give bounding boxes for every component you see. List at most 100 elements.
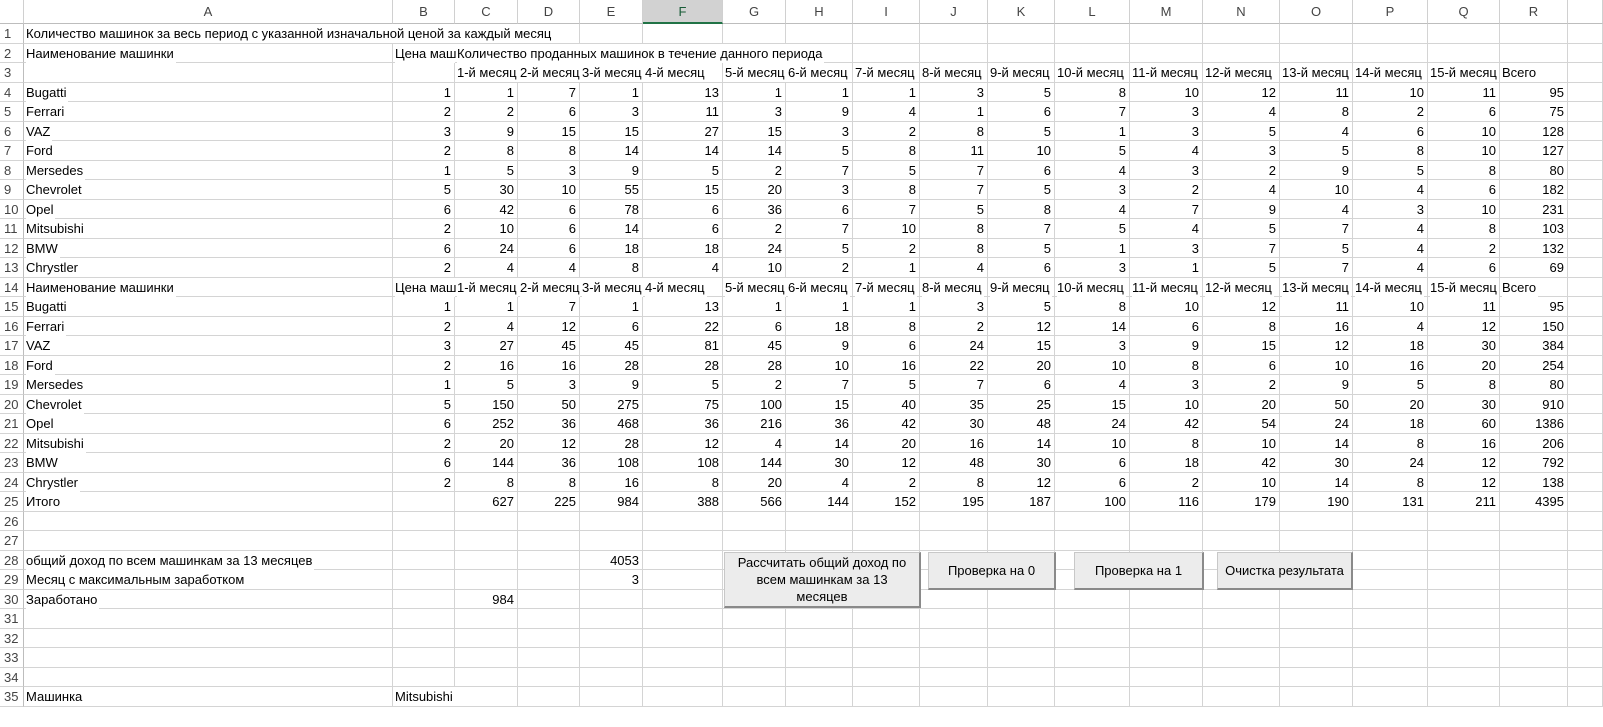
cell[interactable]: Ferrari bbox=[24, 102, 393, 122]
cell[interactable]: 42 bbox=[1203, 453, 1280, 473]
cell[interactable]: 4 bbox=[920, 258, 988, 278]
cell[interactable]: 2-й месяц bbox=[518, 277, 582, 297]
cell[interactable]: Количество проданных машинок в течение д… bbox=[455, 43, 825, 63]
cell[interactable]: 3 bbox=[1130, 121, 1203, 141]
cell[interactable] bbox=[393, 511, 455, 531]
cell[interactable]: 7 bbox=[920, 180, 988, 200]
cell[interactable] bbox=[1428, 511, 1500, 531]
cell[interactable]: 2 bbox=[1428, 238, 1500, 258]
cell[interactable] bbox=[988, 687, 1055, 707]
cell[interactable]: Цена маш bbox=[393, 43, 459, 63]
cell[interactable] bbox=[853, 628, 920, 648]
cell[interactable]: 1 bbox=[455, 82, 518, 102]
cell[interactable] bbox=[988, 609, 1055, 629]
column-header[interactable]: L bbox=[1055, 0, 1130, 24]
cell[interactable]: 10 bbox=[1280, 180, 1353, 200]
cell[interactable] bbox=[1055, 667, 1130, 687]
cell[interactable]: 1 bbox=[920, 102, 988, 122]
cell[interactable] bbox=[1500, 511, 1568, 531]
cell[interactable] bbox=[1568, 141, 1603, 161]
cell[interactable]: 2 bbox=[393, 219, 455, 239]
cell[interactable]: 7 bbox=[786, 219, 853, 239]
cell[interactable] bbox=[1203, 511, 1280, 531]
cell[interactable] bbox=[1500, 609, 1568, 629]
cell[interactable]: 18 bbox=[1130, 453, 1203, 473]
cell[interactable]: 7 bbox=[1055, 102, 1130, 122]
cell[interactable] bbox=[1353, 648, 1428, 668]
cell[interactable]: 2 bbox=[1130, 472, 1203, 492]
cell[interactable]: 8 bbox=[1353, 433, 1428, 453]
cell[interactable]: 792 bbox=[1500, 453, 1568, 473]
cell[interactable] bbox=[920, 667, 988, 687]
cell[interactable] bbox=[518, 687, 580, 707]
cell[interactable]: 5 bbox=[920, 199, 988, 219]
cell[interactable] bbox=[1568, 160, 1603, 180]
cell[interactable] bbox=[1428, 43, 1500, 63]
cell[interactable] bbox=[1568, 238, 1603, 258]
cell[interactable] bbox=[1130, 24, 1203, 44]
cell[interactable] bbox=[1568, 511, 1603, 531]
cell[interactable]: 9 bbox=[455, 121, 518, 141]
row-header[interactable]: 31 bbox=[0, 609, 24, 629]
cell[interactable] bbox=[580, 511, 643, 531]
cell[interactable]: 1 bbox=[786, 82, 853, 102]
cell[interactable]: 27 bbox=[455, 336, 518, 356]
cell[interactable] bbox=[723, 511, 786, 531]
cell[interactable] bbox=[518, 667, 580, 687]
cell[interactable]: 18 bbox=[1353, 414, 1428, 434]
cell[interactable] bbox=[853, 43, 920, 63]
cell[interactable]: 1 bbox=[393, 82, 455, 102]
cell[interactable]: 28 bbox=[643, 355, 723, 375]
cell[interactable]: 42 bbox=[1130, 414, 1203, 434]
cell[interactable]: 24 bbox=[1353, 453, 1428, 473]
cell[interactable]: 2 bbox=[393, 141, 455, 161]
cell[interactable]: 8 bbox=[1353, 472, 1428, 492]
cell[interactable]: 3 bbox=[518, 160, 580, 180]
cell[interactable] bbox=[24, 511, 393, 531]
cell[interactable] bbox=[1280, 43, 1353, 63]
cell[interactable]: 9 bbox=[1280, 375, 1353, 395]
cell[interactable] bbox=[786, 24, 853, 44]
cell[interactable]: Итого bbox=[24, 492, 393, 512]
cell[interactable] bbox=[1130, 648, 1203, 668]
cell[interactable]: 4 bbox=[1055, 199, 1130, 219]
cell[interactable] bbox=[1500, 531, 1568, 551]
cell[interactable]: 6 bbox=[988, 258, 1055, 278]
cell[interactable]: 2 bbox=[393, 433, 455, 453]
cell[interactable] bbox=[1500, 667, 1568, 687]
cell[interactable]: 27 bbox=[643, 121, 723, 141]
cell[interactable]: 6 bbox=[580, 316, 643, 336]
cell[interactable]: BMW bbox=[24, 453, 393, 473]
cell[interactable]: 13 bbox=[643, 297, 723, 317]
cell[interactable]: 20 bbox=[1428, 355, 1500, 375]
cell[interactable] bbox=[1568, 667, 1603, 687]
cell[interactable]: 16 bbox=[580, 472, 643, 492]
cell[interactable]: 4 bbox=[1055, 160, 1130, 180]
cell[interactable]: 30 bbox=[1428, 394, 1500, 414]
cell[interactable]: 6 bbox=[786, 199, 853, 219]
cell[interactable] bbox=[393, 628, 455, 648]
cell[interactable] bbox=[1203, 687, 1280, 707]
cell[interactable] bbox=[1500, 687, 1568, 707]
cell[interactable]: 7 bbox=[1203, 238, 1280, 258]
cell[interactable]: 12-й месяц bbox=[1203, 63, 1280, 83]
cell[interactable] bbox=[1568, 453, 1603, 473]
cell[interactable]: 5 bbox=[988, 238, 1055, 258]
cell[interactable]: 4-й месяц bbox=[643, 277, 723, 297]
cell[interactable]: 16 bbox=[1428, 433, 1500, 453]
cell[interactable]: 9 bbox=[1130, 336, 1203, 356]
cell[interactable]: 9-й месяц bbox=[988, 63, 1055, 83]
cell[interactable] bbox=[1353, 550, 1428, 570]
cell[interactable]: 95 bbox=[1500, 82, 1568, 102]
cell[interactable]: Цена маш bbox=[393, 277, 459, 297]
cell[interactable] bbox=[393, 492, 455, 512]
cell[interactable]: 8 bbox=[1280, 102, 1353, 122]
cell[interactable]: 15 bbox=[786, 394, 853, 414]
cell[interactable]: 20 bbox=[853, 433, 920, 453]
cell[interactable]: 15 bbox=[988, 336, 1055, 356]
cell[interactable]: 3 bbox=[1055, 336, 1130, 356]
cell[interactable] bbox=[643, 687, 723, 707]
cell[interactable] bbox=[1353, 589, 1428, 609]
cell[interactable] bbox=[393, 550, 455, 570]
cell[interactable] bbox=[643, 589, 723, 609]
